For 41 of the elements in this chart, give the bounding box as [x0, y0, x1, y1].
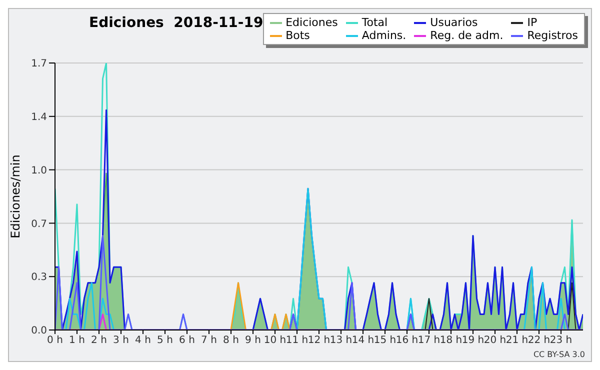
x-tick-label: 14 h: [352, 335, 374, 346]
y-tick-label: 0.0: [31, 326, 47, 337]
y-tick-label: 1.4: [31, 112, 47, 123]
legend-label: Admins.: [362, 29, 406, 42]
x-tick-label: 7 h: [201, 335, 217, 346]
y-tick-label: 1.0: [31, 165, 47, 176]
x-tick-label: 11 h: [286, 335, 308, 346]
x-tick-label: 5 h: [157, 335, 173, 346]
x-tick-label: 0 h: [47, 335, 63, 346]
x-tick-label: 1 h: [69, 335, 85, 346]
chart-title: Ediciones 2018-11-19: [89, 15, 264, 31]
x-tick-label: 13 h: [330, 335, 352, 346]
x-tick-label: 15 h: [374, 335, 396, 346]
legend-label: IP: [527, 16, 538, 29]
x-tick-label: 9 h: [245, 335, 261, 346]
x-tick-label: 17 h: [418, 335, 440, 346]
y-tick-label: 1.7: [31, 58, 47, 70]
legend-label: Ediciones: [286, 16, 338, 29]
x-tick-label: 12 h: [308, 335, 330, 346]
y-tick-label: 0.7: [31, 218, 47, 230]
legend-label: Usuarios: [430, 16, 478, 29]
x-tick-label: 4 h: [135, 335, 151, 346]
y-tick-label: 0.3: [31, 272, 47, 284]
text: CC BY-SA 3.0: [533, 350, 585, 359]
x-tick-label: 19 h: [462, 335, 484, 346]
x-tick-label: 20 h: [484, 335, 506, 346]
x-tick-label: 16 h: [396, 335, 418, 346]
legend-label: Bots: [286, 29, 310, 42]
x-tick-label: 22 h: [528, 335, 550, 346]
legend-label: Registros: [527, 29, 578, 42]
x-tick-label: 6 h: [179, 335, 195, 346]
legend-label: Total: [362, 16, 388, 29]
x-tick-label: 10 h: [264, 335, 286, 346]
x-tick-label: 21 h: [506, 335, 528, 346]
x-tick-label: 18 h: [440, 335, 462, 346]
legend-label: Reg. de adm.: [430, 29, 504, 42]
y-axis-title: Ediciones/min: [8, 154, 22, 238]
x-tick-label: 8 h: [223, 335, 239, 346]
x-tick-label: 3 h: [113, 335, 129, 346]
x-tick-label: 2 h: [91, 335, 107, 346]
x-tick-label: 23 h: [550, 335, 572, 346]
